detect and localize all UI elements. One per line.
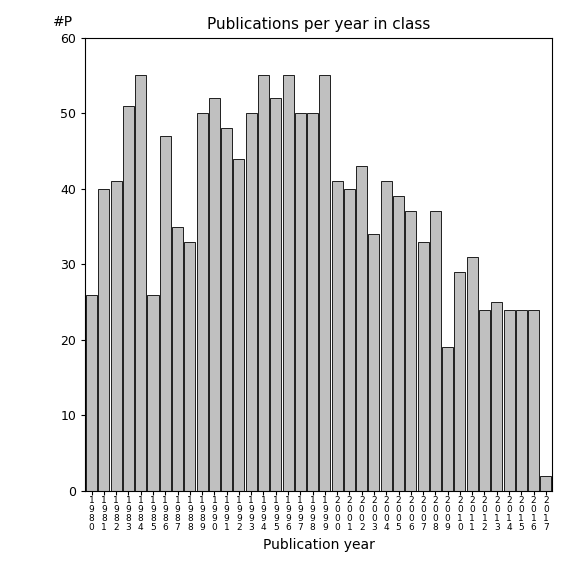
Bar bbox=[319, 75, 331, 491]
Bar bbox=[540, 476, 551, 491]
Bar bbox=[467, 257, 478, 491]
Bar bbox=[270, 98, 281, 491]
Bar bbox=[503, 310, 515, 491]
Bar bbox=[172, 227, 183, 491]
Bar bbox=[405, 211, 416, 491]
Bar bbox=[135, 75, 146, 491]
Bar bbox=[209, 98, 220, 491]
Bar bbox=[234, 159, 244, 491]
Bar bbox=[123, 105, 134, 491]
Bar bbox=[528, 310, 539, 491]
Bar bbox=[98, 189, 109, 491]
Bar bbox=[369, 234, 379, 491]
Bar bbox=[221, 128, 232, 491]
Bar bbox=[86, 294, 97, 491]
Bar bbox=[380, 181, 392, 491]
Bar bbox=[332, 181, 342, 491]
Bar bbox=[430, 211, 441, 491]
Bar bbox=[258, 75, 269, 491]
Bar bbox=[454, 272, 466, 491]
Bar bbox=[295, 113, 306, 491]
Title: Publications per year in class: Publications per year in class bbox=[207, 18, 430, 32]
Bar bbox=[442, 348, 453, 491]
Bar bbox=[356, 166, 367, 491]
Bar bbox=[111, 181, 122, 491]
Bar bbox=[197, 113, 208, 491]
Bar bbox=[184, 242, 196, 491]
Bar bbox=[344, 189, 355, 491]
Bar bbox=[417, 242, 429, 491]
Bar bbox=[393, 196, 404, 491]
Bar bbox=[160, 136, 171, 491]
Bar bbox=[246, 113, 257, 491]
Bar bbox=[282, 75, 294, 491]
Bar bbox=[147, 294, 159, 491]
Bar bbox=[307, 113, 318, 491]
Bar bbox=[479, 310, 490, 491]
X-axis label: Publication year: Publication year bbox=[263, 538, 375, 552]
Bar bbox=[516, 310, 527, 491]
Bar bbox=[491, 302, 502, 491]
Text: #P: #P bbox=[53, 15, 73, 29]
